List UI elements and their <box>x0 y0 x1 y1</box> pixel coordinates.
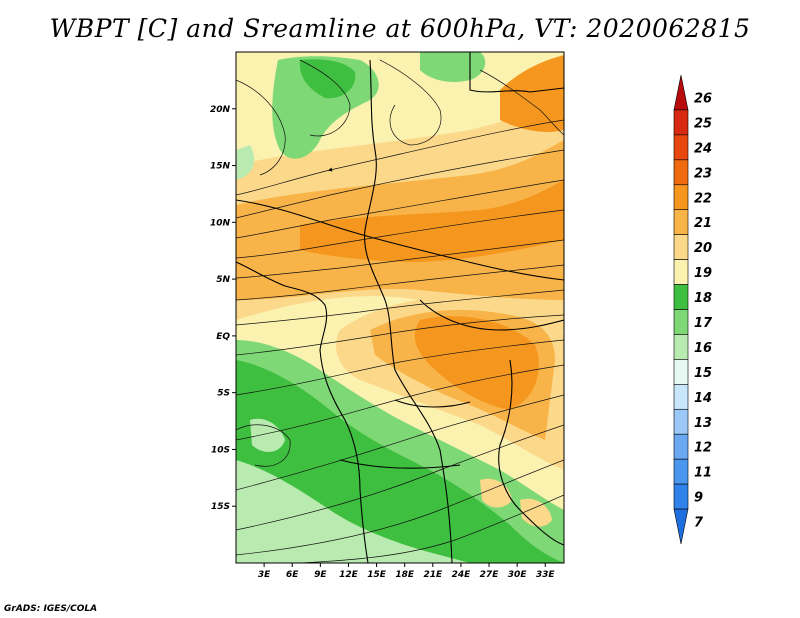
colorbar-segment <box>673 483 689 510</box>
colorbar-segment <box>673 284 689 310</box>
boundaries <box>236 52 564 563</box>
border-east <box>419 299 564 331</box>
border-sahel <box>236 199 564 281</box>
lat-tick-label: 20N <box>210 105 231 115</box>
border-north <box>469 52 564 93</box>
footer-credit: GrADS: IGES/COLA <box>4 604 98 614</box>
colorbar-segment <box>673 458 689 485</box>
colorbar-segment <box>673 234 689 260</box>
lon-tick-label: 27E <box>480 570 500 580</box>
streamlines <box>236 59 564 563</box>
lat-tick-label: 5S <box>217 389 230 399</box>
lon-tick-label: 15E <box>367 570 387 580</box>
colorbar-label: 11 <box>694 466 712 481</box>
colorbar-segment <box>673 408 689 435</box>
colorbar-label: 7 <box>694 516 704 531</box>
lon-tick-label: 3E <box>258 570 271 580</box>
colorbar-label: 12 <box>694 441 712 456</box>
colorbar-segment <box>673 74 689 111</box>
colorbar-label: 18 <box>694 291 712 306</box>
colorbar-segment <box>673 309 689 335</box>
colorbar-segment <box>673 184 689 211</box>
colorbar-segment <box>673 134 689 161</box>
lon-tick-label: 21E <box>423 570 443 580</box>
colorbar-label: 21 <box>694 216 712 231</box>
colorbar-segment <box>673 209 689 235</box>
colorbar: 7 9 11 12 13 14 15 16 17 18 19 20 21 22 23 24 25 26 <box>673 74 713 545</box>
border-congo <box>394 399 471 408</box>
colorbar-segment <box>673 259 689 285</box>
lat-tick-label: 10S <box>211 445 230 455</box>
lon-tick-label: 9E <box>314 570 327 580</box>
colorbar-label: 26 <box>694 91 712 106</box>
colorbar-segment <box>673 384 689 410</box>
colorbar-label: 13 <box>694 416 712 431</box>
border-line <box>364 59 453 563</box>
lat-tick-label: 5N <box>216 275 230 285</box>
border-angola <box>339 459 461 469</box>
colorbar-label: 22 <box>694 191 712 206</box>
plot-frame <box>235 51 565 564</box>
lat-tick-label: 15S <box>211 502 230 512</box>
colorbar-label: 24 <box>694 141 712 156</box>
lon-tick-label: 33E <box>536 570 556 580</box>
lon-tick-label: 6E <box>286 570 299 580</box>
lon-tick-label: 18E <box>395 570 415 580</box>
lon-tick-label: 12E <box>339 570 359 580</box>
colorbar-label: 16 <box>694 341 712 356</box>
colorbar-segment <box>673 159 689 186</box>
lon-tick-label: 24E <box>452 570 472 580</box>
lat-tick-label: 10N <box>210 218 231 228</box>
colorbar-segment <box>673 433 689 460</box>
colorbar-label: 25 <box>694 116 712 131</box>
colorbar-label: 14 <box>694 391 712 406</box>
lon-tick-label: 30E <box>508 570 528 580</box>
map-title: WBPT [C] and Sreamline at 600hPa, VT: 20… <box>49 14 751 43</box>
lat-tick-label: EQ <box>216 332 230 342</box>
lat-tick-label: 15N <box>210 162 231 172</box>
colorbar-segment <box>673 109 689 136</box>
colorbar-label: 15 <box>694 366 712 381</box>
colorbar-segment <box>673 508 689 545</box>
colorbar-segment <box>673 334 689 360</box>
colorbar-label: 19 <box>694 266 712 281</box>
colorbar-segment <box>673 359 689 385</box>
latitude-axis: 20N 15N 10N 5N EQ 5S 10S 15S <box>210 105 236 512</box>
wbpt-field <box>236 52 564 563</box>
colorbar-label: 17 <box>694 316 713 331</box>
colorbar-label: 20 <box>694 241 712 256</box>
colorbar-label: 23 <box>694 166 712 181</box>
colorbar-label: 9 <box>694 491 703 506</box>
longitude-axis: 3E 6E 9E 12E 15E 18E 21E 24E 27E 30E 33E <box>258 563 556 580</box>
coastline-west <box>236 261 369 563</box>
lake-border <box>498 359 564 546</box>
